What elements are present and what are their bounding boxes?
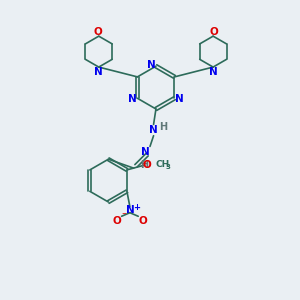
Text: O: O (138, 216, 147, 226)
Text: N: N (141, 147, 150, 157)
Text: N: N (149, 125, 158, 135)
Text: H: H (159, 122, 167, 132)
Text: N: N (209, 67, 218, 76)
Text: H: H (140, 160, 148, 170)
Text: N: N (147, 60, 156, 70)
Text: ⁻: ⁻ (122, 211, 126, 220)
Text: +: + (133, 203, 140, 212)
Text: N: N (175, 94, 184, 104)
Text: O: O (142, 160, 151, 170)
Text: N: N (94, 67, 103, 76)
Text: N: N (125, 205, 134, 215)
Text: O: O (209, 27, 218, 37)
Text: O: O (94, 27, 103, 37)
Text: 3: 3 (166, 164, 170, 170)
Text: N: N (128, 94, 137, 104)
Text: O: O (113, 216, 122, 226)
Text: CH: CH (156, 160, 170, 169)
